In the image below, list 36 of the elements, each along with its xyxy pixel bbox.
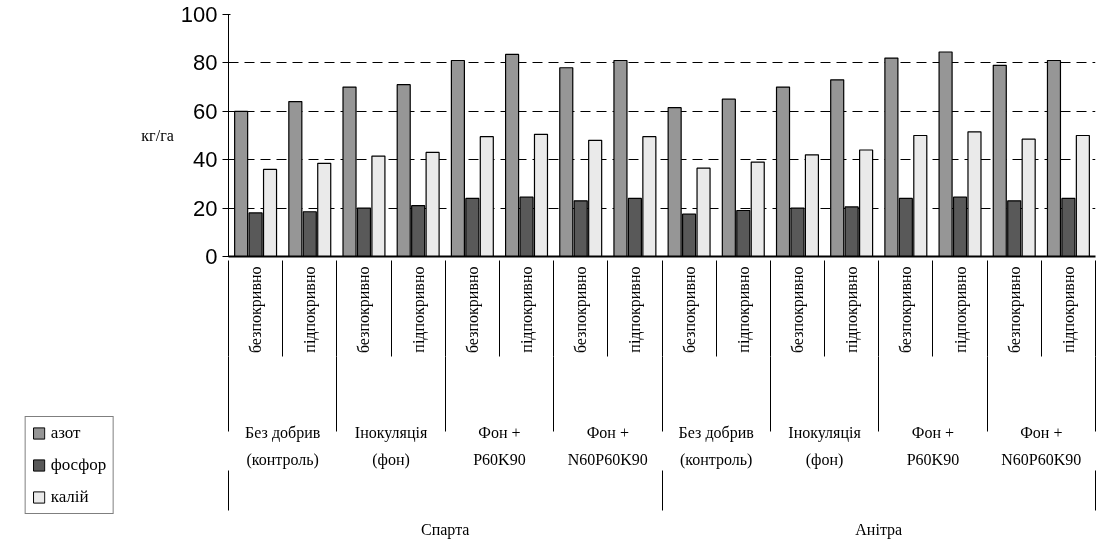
y-tick-label: 20 [193,195,218,221]
x-tick-label: безпокривно [247,266,266,354]
x-tick-label: підпокривно [843,266,862,353]
text: Анітра [855,520,903,539]
text: Фон + N60P60K90 [567,423,648,468]
x-tick-label: підпокривно [301,266,320,353]
legend-label: азот [50,423,81,443]
y-tick-label: 0 [205,244,218,269]
text: Інокуляція (фон) [788,423,862,469]
y-tick-label: 60 [193,98,218,124]
text: Фон + P60K90 [473,423,526,468]
x-tick-label: підпокривно [626,266,645,353]
x-tick-label: безпокривно [680,266,699,354]
text: Без добрив (контроль) [245,423,321,469]
text: Інокуляція (фон) [354,423,428,469]
x-tick-label: підпокривно [1059,266,1078,353]
text: Без добрив (контроль) [678,423,755,469]
legend-label: фосфор [50,455,107,475]
text: Фон + P60K90 [906,423,960,468]
y-tick-label: 40 [193,147,218,173]
x-tick-label: підпокривно [734,266,753,353]
text: Спарта [421,520,470,539]
x-tick-label: безпокривно [355,266,374,354]
y-tick-label: 80 [193,50,218,76]
x-tick-label: підпокривно [409,266,428,353]
y-axis-title: кг/га [141,127,174,144]
x-tick-label: безпокривно [788,266,807,354]
x-tick-label: безпокривно [1005,266,1024,354]
x-tick-label: підпокривно [518,266,537,353]
legend-label: калій [50,487,89,507]
x-tick-label: безпокривно [897,266,916,354]
text: Фон + N60P60K90 [1001,423,1082,468]
y-tick-label: 100 [180,2,218,27]
x-tick-label: безпокривно [463,266,482,354]
x-tick-label: підпокривно [951,266,970,353]
x-tick-label: безпокривно [572,266,591,354]
